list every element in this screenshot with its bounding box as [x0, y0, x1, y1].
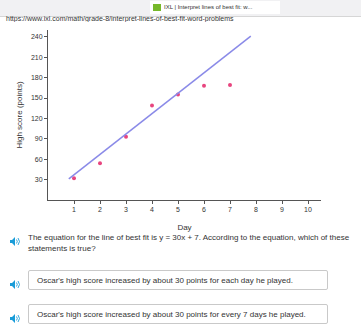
html-text:Oscar's high score increased b: Oscar's high score increased by about 30…: [37, 276, 293, 285]
svg-text:10: 10: [304, 206, 312, 213]
svg-text:7: 7: [228, 206, 232, 213]
svg-text:9: 9: [280, 206, 284, 213]
html-text:https://www.ixl.com/math/grade: https://www.ixl.com/math/grade-8/interpr…: [6, 15, 234, 22]
svg-text:Day: Day: [177, 223, 191, 232]
html-text:IXL | Interpret lines of best: IXL | Interpret lines of best fit: w...: [164, 4, 253, 10]
svg-text:180: 180: [31, 74, 43, 81]
svg-text:8: 8: [254, 206, 258, 213]
svg-text:2: 2: [98, 206, 102, 213]
svg-text:5: 5: [176, 206, 180, 213]
svg-text:120: 120: [31, 115, 43, 122]
html-text:The equation for the line of b: The equation for the line of best fit is…: [28, 233, 350, 253]
svg-text:150: 150: [31, 94, 43, 101]
svg-text:240: 240: [31, 33, 43, 40]
svg-text:60: 60: [35, 156, 43, 163]
svg-text:3: 3: [124, 206, 128, 213]
html-text:Oscar's high score increased b: Oscar's high score increased by about 30…: [37, 310, 306, 319]
svg-text:6: 6: [202, 206, 206, 213]
svg-text:210: 210: [31, 54, 43, 61]
svg-text:1: 1: [72, 206, 76, 213]
svg-text:30: 30: [35, 176, 43, 183]
svg-text:4: 4: [150, 206, 154, 213]
svg-text:High score (points): High score (points): [15, 81, 24, 148]
svg-text:90: 90: [35, 135, 43, 142]
